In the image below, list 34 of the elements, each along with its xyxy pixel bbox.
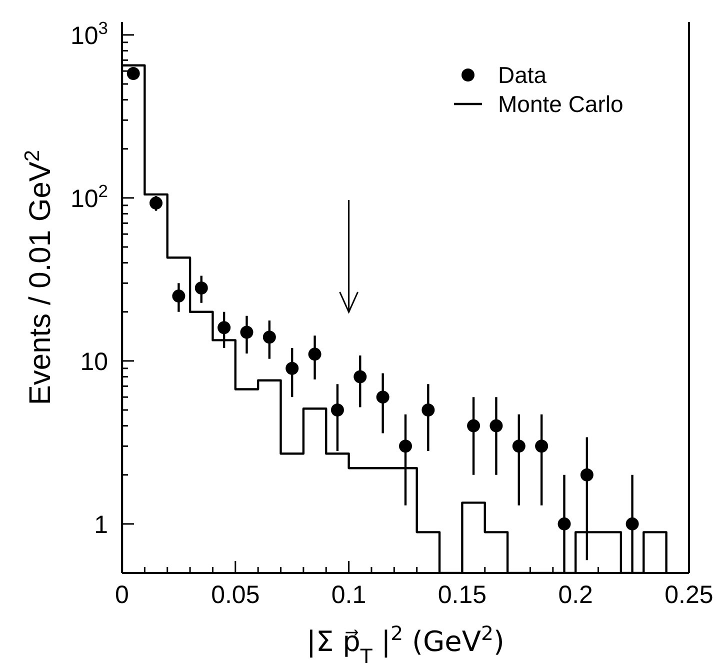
y-tick-label: 10 xyxy=(80,348,108,376)
y-tick-label: 10$^{2}$ xyxy=(70,180,108,213)
x-tick-label: 0.05 xyxy=(211,581,260,609)
y-tick-label: 10$^{3}$ xyxy=(70,18,108,50)
point xyxy=(467,419,480,432)
point xyxy=(240,326,254,339)
point xyxy=(558,517,571,530)
x-tick-label: 0.15 xyxy=(438,581,487,609)
x-tick-label: 0 xyxy=(115,581,129,609)
point xyxy=(490,419,503,432)
x-tick-label: 0.25 xyxy=(664,581,714,609)
x-tick-label: 0.2 xyxy=(558,581,593,609)
point xyxy=(218,321,231,334)
x-tick-label: 0.1 xyxy=(331,581,366,609)
point xyxy=(535,440,548,453)
point xyxy=(376,390,390,404)
point xyxy=(150,196,163,210)
point xyxy=(422,403,435,416)
point xyxy=(308,348,322,361)
legend-label: Monte Carlo xyxy=(498,91,624,117)
point xyxy=(512,440,526,453)
point xyxy=(354,370,367,384)
point xyxy=(330,403,344,416)
point xyxy=(399,440,412,453)
point xyxy=(172,290,186,303)
y-tick-label: 1 xyxy=(94,510,108,539)
point xyxy=(262,330,276,344)
point xyxy=(126,66,140,80)
legend-label: Data xyxy=(498,62,547,88)
point xyxy=(580,468,594,482)
point xyxy=(626,517,639,530)
point xyxy=(286,362,299,375)
x-axis-title: |Σ p⃗$_{T}$ |$^{2}$ (GeV$^{2}$) xyxy=(306,622,504,668)
point xyxy=(194,282,208,295)
